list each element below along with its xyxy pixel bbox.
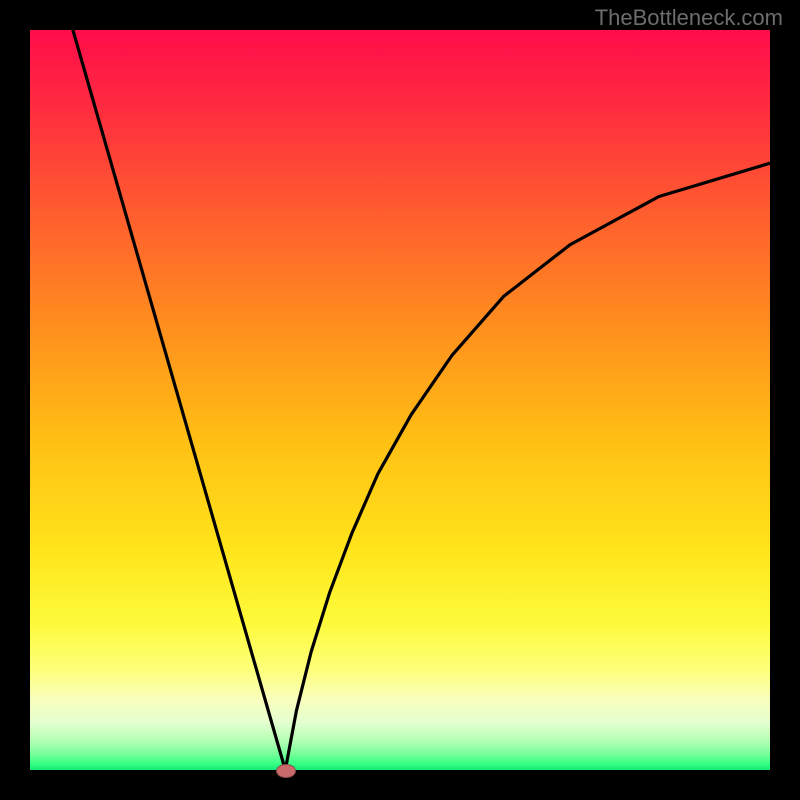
bottleneck-curve bbox=[73, 30, 770, 770]
chart-container: TheBottleneck.com bbox=[0, 0, 800, 800]
minimum-marker bbox=[276, 764, 296, 778]
plot-area bbox=[30, 30, 770, 770]
curve-layer bbox=[30, 30, 770, 770]
watermark-text: TheBottleneck.com bbox=[595, 5, 783, 31]
